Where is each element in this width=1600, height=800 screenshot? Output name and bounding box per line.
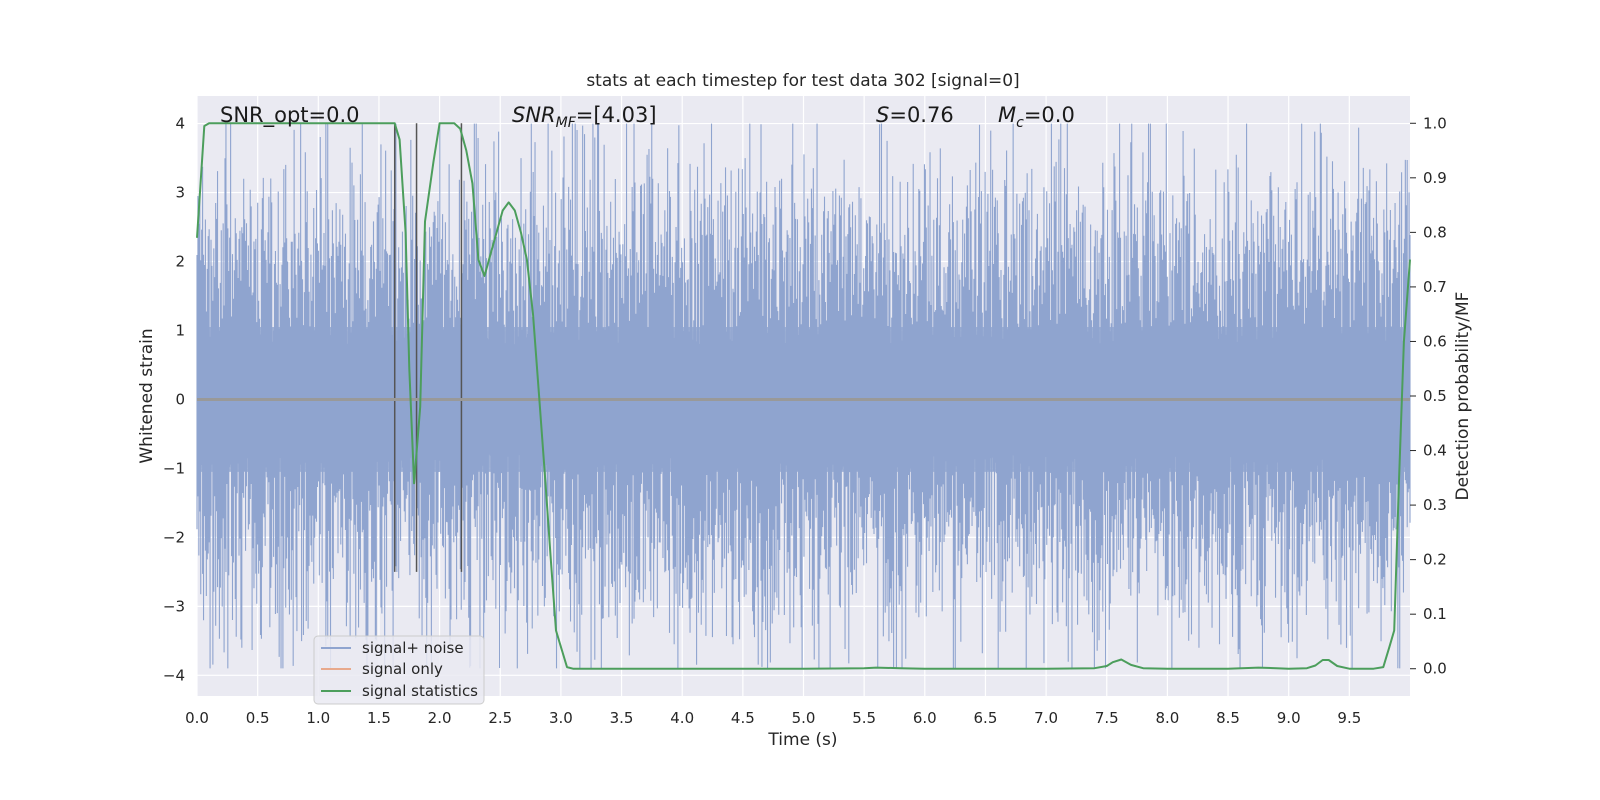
x-tick-label-17: 8.5 xyxy=(1216,709,1240,727)
x-tick-label-3: 1.5 xyxy=(367,709,391,727)
snr-mf-sub: MF xyxy=(556,115,577,131)
y-right-tick-label-4: 0.4 xyxy=(1423,442,1447,460)
annotation-snr-opt: SNR_opt=0.0 xyxy=(220,103,360,128)
snr-mf-base: SNR xyxy=(512,103,556,127)
y-right-tick-label-8: 0.8 xyxy=(1423,223,1447,241)
mc-value: =0.0 xyxy=(1024,103,1075,127)
y-right-tick-label-10: 1.0 xyxy=(1423,114,1447,132)
y-axis-label: Whitened strain xyxy=(137,328,157,463)
y-tick-label-8: 4 xyxy=(175,115,185,133)
s-value: =0.76 xyxy=(889,103,953,127)
legend-label-signal-plus-noise: signal+ noise xyxy=(362,639,464,657)
x-tick-label-6: 3.0 xyxy=(549,709,573,727)
annotation-s: S=0.76 xyxy=(876,103,954,127)
x-tick-label-8: 4.0 xyxy=(670,709,694,727)
y-tick-label-0: −4 xyxy=(163,666,185,684)
y-tick-label-4: 0 xyxy=(175,390,185,408)
y-right-tick-label-5: 0.5 xyxy=(1423,387,1447,405)
vertical-lines xyxy=(393,123,463,572)
x-tick-label-4: 2.0 xyxy=(428,709,452,727)
x-tick-label-1: 0.5 xyxy=(246,709,270,727)
y-tick-label-3: −1 xyxy=(163,459,185,477)
x-tick-label-2: 1.0 xyxy=(306,709,330,727)
mc-sub: c xyxy=(1016,115,1024,131)
chart-title: stats at each timestep for test data 302… xyxy=(586,71,1019,91)
x-tick-label-19: 9.5 xyxy=(1337,709,1361,727)
y-right-tick-label-1: 0.1 xyxy=(1423,605,1447,623)
x-tick-label-16: 8.0 xyxy=(1155,709,1179,727)
mc-base: M xyxy=(998,103,1016,127)
x-tick-label-18: 9.0 xyxy=(1277,709,1301,727)
y-tick-label-7: 3 xyxy=(175,184,185,202)
y-right-tick-labels: 0.0 0.1 0.2 0.3 0.4 0.5 0.6 0.7 0.8 0.9 1.0 xyxy=(1410,114,1447,678)
y-right-tick-label-6: 0.6 xyxy=(1423,332,1447,350)
x-tick-label-7: 3.5 xyxy=(610,709,634,727)
x-axis-label: Time (s) xyxy=(767,730,837,750)
y-tick-label-5: 1 xyxy=(175,321,185,339)
y-right-tick-label-7: 0.7 xyxy=(1423,278,1447,296)
x-tick-label-13: 6.5 xyxy=(974,709,998,727)
y-right-tick-label-0: 0.0 xyxy=(1423,660,1447,678)
legend-box xyxy=(313,635,485,705)
x-tick-label-10: 5.0 xyxy=(792,709,816,727)
y-tick-label-1: −3 xyxy=(163,597,185,615)
series-lines xyxy=(196,122,1411,670)
x-tick-label-15: 7.5 xyxy=(1095,709,1119,727)
x-tick-label-5: 2.5 xyxy=(488,709,512,727)
y-tick-labels: −4 −3 −2 −1 0 1 2 3 4 xyxy=(163,115,185,685)
y-tick-label-2: −2 xyxy=(163,528,185,546)
legend: signal+ noise signal only signal statist… xyxy=(313,635,485,705)
s-label: S xyxy=(876,103,889,127)
y-tick-label-6: 2 xyxy=(175,253,185,271)
x-tick-label-9: 4.5 xyxy=(731,709,755,727)
y-right-tick-label-2: 0.2 xyxy=(1423,551,1447,569)
snr-mf-value: =[4.03] xyxy=(576,103,657,127)
x-tick-label-0: 0.0 xyxy=(185,709,209,727)
annotation-snr-mf: SNRMF=[4.03] xyxy=(512,103,657,131)
legend-label-signal-statistics: signal statistics xyxy=(362,682,478,700)
legend-label-signal-only: signal only xyxy=(362,660,443,678)
y-right-tick-label-3: 0.3 xyxy=(1423,496,1447,514)
x-tick-labels: 0.0 0.5 1.0 1.5 2.0 2.5 3.0 3.5 4.0 4.5 5.0 5.5 6.0 6… xyxy=(185,709,1361,727)
x-tick-label-14: 7.0 xyxy=(1034,709,1058,727)
signal-statistics-line xyxy=(196,122,1411,670)
annotation-mc: Mc=0.0 xyxy=(998,103,1075,131)
x-tick-label-11: 5.5 xyxy=(852,709,876,727)
y-right-tick-label-9: 0.9 xyxy=(1423,169,1447,187)
x-tick-label-12: 6.0 xyxy=(913,709,937,727)
y-right-axis-label: Detection probability/MF xyxy=(1453,292,1473,501)
